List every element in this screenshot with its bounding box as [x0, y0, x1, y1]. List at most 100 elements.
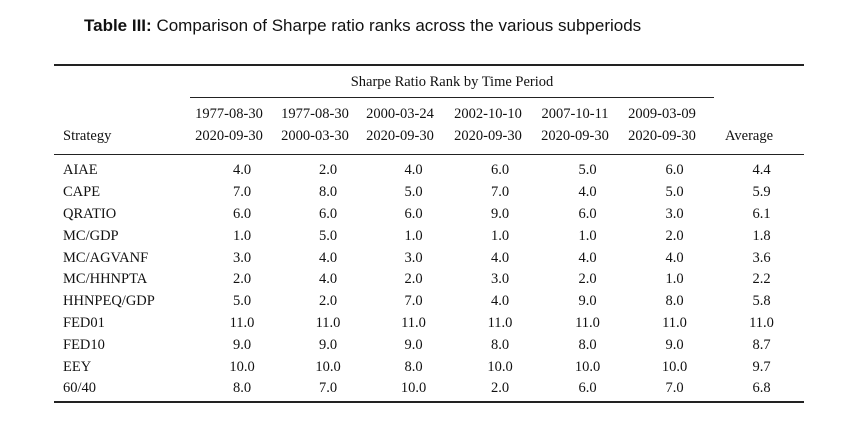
strategy-cell: 60/40 — [63, 380, 97, 397]
rank-cell: 7.0 — [404, 293, 423, 310]
group-rule — [190, 97, 714, 98]
rank-cell: 3.0 — [490, 271, 510, 288]
rank-cell: 2.0 — [490, 380, 510, 397]
average-cell: 9.7 — [752, 358, 771, 375]
rank-cell: 6.0 — [318, 205, 338, 222]
average-cell: 5.8 — [752, 293, 771, 310]
rank-cell: 9.0 — [232, 336, 252, 353]
rank-cell: 8.0 — [404, 358, 423, 375]
rank-cell: 11.0 — [229, 314, 255, 331]
group-header: Sharpe Ratio Rank by Time Period — [350, 74, 554, 90]
average-cell: 2.2 — [752, 271, 771, 288]
table-caption-label: Table III: — [84, 16, 152, 35]
rank-cell: 4.0 — [578, 184, 597, 201]
average-cell: 1.8 — [752, 227, 771, 244]
table-row: CAPE 7.0 8.0 5.0 7.0 4.0 5.0 5.9 — [54, 182, 805, 204]
rank-cell: 5.0 — [578, 162, 597, 179]
header-rule — [54, 154, 804, 155]
bottom-rule — [54, 401, 804, 403]
rank-cell: 2.0 — [318, 162, 338, 179]
table-row: EEY 10.0 10.0 8.0 10.0 10.0 10.0 9.7 — [54, 356, 805, 378]
rank-cell: 6.0 — [578, 205, 597, 222]
rank-cell: 3.0 — [404, 249, 423, 266]
strategy-column-header: Strategy — [63, 128, 112, 144]
rank-table: AIAE 4.0 2.0 4.0 6.0 5.0 6.0 4.4 CAPE 7.0 8.0 5.0 7.… — [54, 160, 805, 400]
table-caption-text: Comparison of Sharpe ratio ranks across … — [156, 16, 642, 35]
rank-cell: 4.0 — [490, 249, 510, 266]
rank-cell: 11.0 — [575, 314, 600, 331]
rank-cell: 10.0 — [574, 358, 601, 375]
rank-cell: 4.0 — [318, 249, 338, 266]
rank-cell: 9.0 — [404, 336, 423, 353]
rank-cell: 7.0 — [490, 184, 510, 201]
rank-cell: 9.0 — [578, 293, 597, 310]
rank-cell: 11.0 — [401, 314, 426, 331]
strategy-cell: MC/GDP — [63, 227, 119, 244]
rank-cell: 2.0 — [232, 271, 252, 288]
rank-cell: 5.0 — [318, 227, 338, 244]
rank-cell: 1.0 — [578, 227, 597, 244]
rank-cell: 1.0 — [232, 227, 252, 244]
average-cell: 8.7 — [752, 336, 771, 353]
strategy-cell: HHNPEQ/GDP — [63, 293, 155, 310]
rank-cell: 4.0 — [318, 271, 338, 288]
rank-cell: 4.0 — [578, 249, 597, 266]
rank-cell: 10.0 — [487, 358, 513, 375]
rank-cell: 8.0 — [318, 184, 338, 201]
table-row: FED10 9.0 9.0 9.0 8.0 8.0 9.0 8.7 — [54, 334, 805, 356]
rank-cell: 2.0 — [404, 271, 423, 288]
rank-cell: 9.0 — [490, 205, 510, 222]
period-start-header: 2002-10-10 — [454, 106, 522, 122]
average-cell: 6.1 — [752, 205, 771, 222]
period-end-header: 2000-03-30 — [281, 128, 349, 144]
rank-cell: 8.0 — [232, 380, 252, 397]
strategy-cell: AIAE — [63, 162, 98, 179]
strategy-cell: EEY — [63, 358, 92, 375]
table-row: FED01 11.0 11.0 11.0 11.0 11.0 11.0 11.0 — [54, 313, 805, 335]
rank-cell: 8.0 — [665, 293, 684, 310]
rank-cell: 2.0 — [665, 227, 684, 244]
average-cell: 4.4 — [752, 162, 771, 179]
period-end-header: 2020-09-30 — [628, 128, 696, 144]
period-end-header: 2020-09-30 — [366, 128, 434, 144]
rank-cell: 5.0 — [232, 293, 252, 310]
strategy-cell: FED01 — [63, 314, 105, 331]
rank-cell: 6.0 — [232, 205, 252, 222]
strategy-cell: MC/HHNPTA — [63, 271, 148, 288]
average-column-header: Average — [724, 128, 774, 144]
table-row: HHNPEQ/GDP 5.0 2.0 7.0 4.0 9.0 8.0 5.8 — [54, 291, 805, 313]
table-row: 60/40 8.0 7.0 10.0 2.0 6.0 7.0 6.8 — [54, 378, 805, 400]
strategy-cell: CAPE — [63, 184, 101, 201]
rank-cell: 1.0 — [490, 227, 510, 244]
rank-cell: 7.0 — [665, 380, 684, 397]
rank-cell: 2.0 — [578, 271, 597, 288]
strategy-cell: MC/AGVANF — [63, 249, 149, 266]
rank-cell: 11.0 — [315, 314, 341, 331]
average-cell: 6.8 — [752, 380, 771, 397]
period-start-header: 1977-08-30 — [195, 106, 263, 122]
rank-cell: 1.0 — [665, 271, 684, 288]
rank-cell: 10.0 — [661, 358, 688, 375]
period-start-header: 2000-03-24 — [366, 106, 434, 122]
table-row: MC/AGVANF 3.0 4.0 3.0 4.0 4.0 4.0 3.6 — [54, 247, 805, 269]
table-row: MC/HHNPTA 2.0 4.0 2.0 3.0 2.0 1.0 2.2 — [54, 269, 805, 291]
table-row: QRATIO 6.0 6.0 6.0 9.0 6.0 3.0 6.1 — [54, 204, 805, 226]
rank-cell: 1.0 — [404, 227, 423, 244]
rank-cell: 4.0 — [665, 249, 684, 266]
rank-cell: 3.0 — [232, 249, 252, 266]
rank-cell: 7.0 — [318, 380, 338, 397]
rank-cell: 8.0 — [490, 336, 510, 353]
rank-cell: 4.0 — [404, 162, 423, 179]
table-row: MC/GDP 1.0 5.0 1.0 1.0 1.0 2.0 1.8 — [54, 225, 805, 247]
rank-cell: 4.0 — [232, 162, 252, 179]
strategy-cell: QRATIO — [63, 205, 117, 222]
rank-cell: 3.0 — [665, 205, 684, 222]
average-cell: 5.9 — [752, 184, 771, 201]
rank-cell: 11.0 — [662, 314, 687, 331]
rank-cell: 9.0 — [665, 336, 684, 353]
period-start-header: 1977-08-30 — [281, 106, 349, 122]
rank-cell: 5.0 — [404, 184, 423, 201]
rank-cell: 2.0 — [318, 293, 338, 310]
rank-cell: 4.0 — [490, 293, 510, 310]
top-rule — [54, 64, 804, 66]
